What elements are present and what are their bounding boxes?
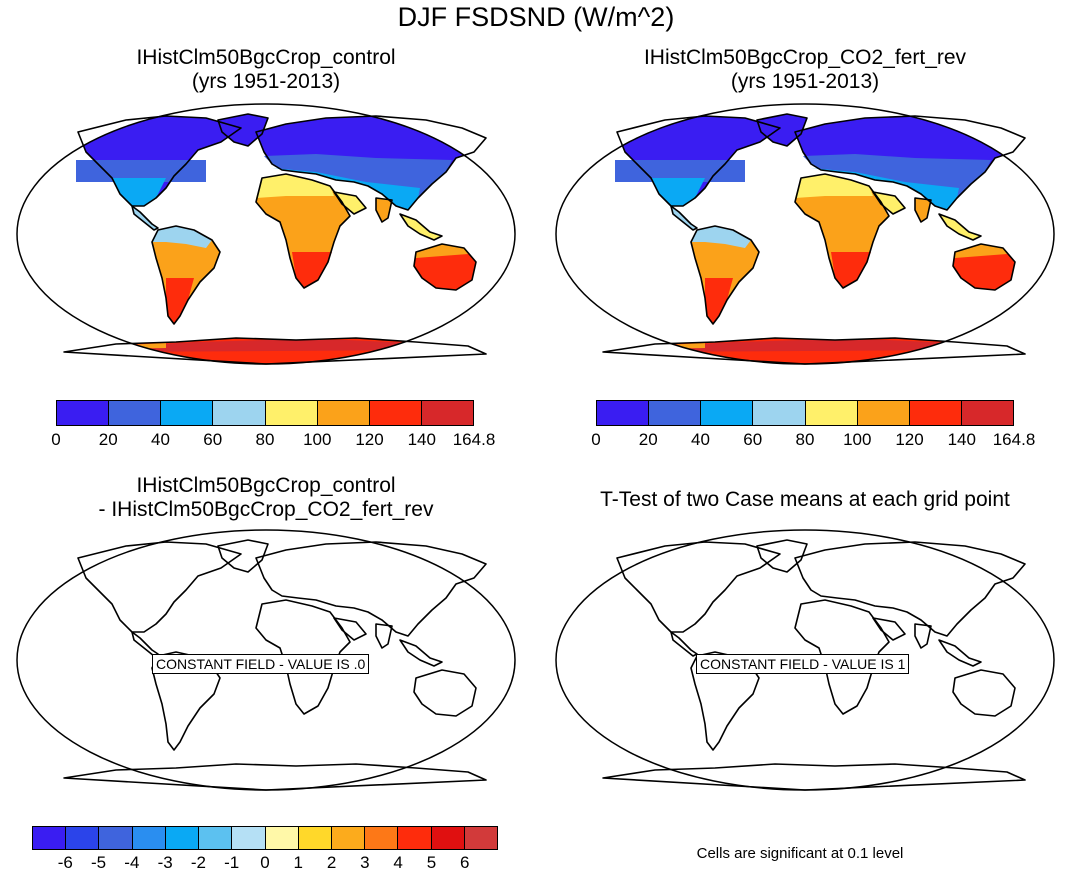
colorbar-difference (32, 826, 498, 850)
colorbar-box (421, 401, 473, 425)
colorbar-box (213, 401, 266, 425)
colorbar-box (701, 401, 754, 425)
colorbar-tick-label: 60 (743, 430, 763, 449)
colorbar-box (961, 401, 1013, 425)
colorbar-tick-label: -5 (91, 853, 107, 872)
panel3-title: IHistClm50BgcCrop_control - IHistClm50Bgc… (98, 474, 434, 521)
colorbar-tick-label: 0 (591, 430, 601, 449)
colorbar-tick-label: 140 (407, 430, 436, 449)
colorbar-box (649, 401, 702, 425)
colorbar-box (365, 827, 399, 849)
colorbar-tick-label: 60 (203, 430, 223, 449)
colorbar-tick-label: 0 (51, 430, 61, 449)
colorbar-tick-label: -3 (157, 853, 173, 872)
colorbar-box (298, 827, 332, 849)
colorbar-tick-label: -1 (224, 853, 240, 872)
colorbar-tick-label: 20 (638, 430, 658, 449)
colorbar-tick-label: 100 (843, 430, 872, 449)
colorbar-box (805, 401, 858, 425)
colorbar-box (66, 827, 100, 849)
colorbar-box (265, 401, 318, 425)
colorbar-tick-label: 164.8 (992, 430, 1036, 449)
colorbar-box (317, 401, 370, 425)
panel4-title: T-Test of two Case means at each grid po… (600, 488, 1010, 511)
colorbar-tick-label: 6 (459, 853, 470, 872)
colorbar-box (369, 401, 422, 425)
constant-field-label-ttest: CONSTANT FIELD - VALUE IS 1 (696, 654, 910, 674)
colorbar-tick-label: -2 (190, 853, 206, 872)
colorbar-box (464, 827, 498, 849)
colorbar-box (265, 827, 299, 849)
colorbar-box (398, 827, 432, 849)
colorbar-tick-label: 3 (360, 853, 370, 872)
colorbar-tick-label: 80 (255, 430, 275, 449)
significance-note: Cells are significant at 0.1 level (696, 845, 904, 862)
colorbar-box (232, 827, 266, 849)
colorbar-tick-label: 120 (895, 430, 924, 449)
colorbar-tick-label: 80 (795, 430, 815, 449)
colorbar-tick-label: 0 (260, 853, 270, 872)
colorbar-tick-label: 120 (355, 430, 384, 449)
panel2-title: IHistClm50BgcCrop_CO2_fert_rev (yrs 1951-… (643, 46, 967, 93)
colorbar-tick-label: 1 (293, 853, 304, 872)
map-ttest (555, 529, 1055, 791)
colorbar-box (165, 827, 200, 849)
map-co2-fert-rev (555, 103, 1055, 365)
colorbar-tick-label: 4 (393, 853, 403, 872)
colorbar-co2-fert-rev (596, 400, 1014, 426)
map-difference (16, 529, 516, 791)
map-control (16, 103, 516, 365)
panel1-title: IHistClm50BgcCrop_control (yrs 1951-2013) (136, 46, 396, 93)
colorbar-tick-label: 100 (303, 430, 332, 449)
colorbar-tick-label: 2 (326, 853, 337, 872)
colorbar-box (57, 401, 110, 425)
colorbar-box (597, 401, 650, 425)
colorbar-tick-label: 20 (98, 430, 118, 449)
colorbar-box (132, 827, 166, 849)
colorbar-box (109, 401, 162, 425)
colorbar-tick-label: 40 (151, 430, 170, 449)
colorbar-tick-label: -6 (57, 853, 73, 872)
colorbar-box (909, 401, 962, 425)
main-title: DJF FSDSND (W/m^2) (397, 2, 675, 32)
constant-field-label-diff: CONSTANT FIELD - VALUE IS .0 (152, 654, 370, 674)
colorbar-box (161, 401, 214, 425)
colorbar-tick-label: 40 (691, 430, 710, 449)
colorbar-box (431, 827, 465, 849)
colorbar-box (33, 827, 67, 849)
colorbar-box (857, 401, 910, 425)
colorbar-tick-label: 164.8 (452, 430, 496, 449)
colorbar-tick-label: 5 (426, 853, 437, 872)
colorbar-tick-label: 140 (947, 430, 976, 449)
colorbar-tick-label: -4 (124, 853, 140, 872)
colorbar-box (753, 401, 806, 425)
colorbar-box (99, 827, 133, 849)
colorbar-control (56, 400, 474, 426)
colorbar-box (331, 827, 366, 849)
colorbar-box (199, 827, 233, 849)
